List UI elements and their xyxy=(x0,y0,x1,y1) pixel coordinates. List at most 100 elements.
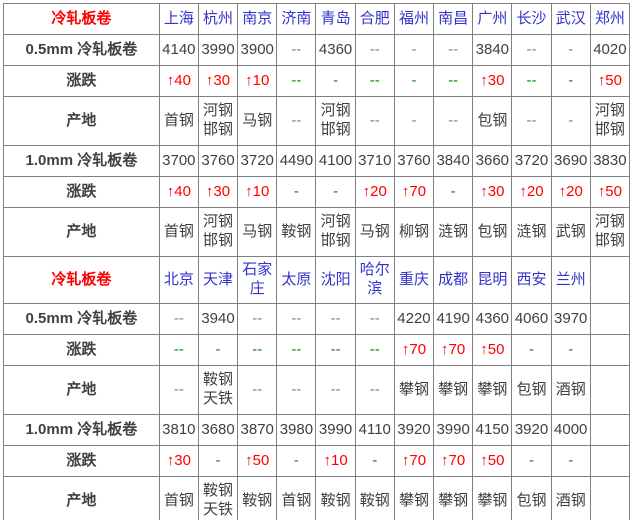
price-cell: -- xyxy=(315,303,356,335)
city-header-link[interactable]: 西安 xyxy=(511,256,552,304)
city-header-link[interactable]: 青岛 xyxy=(315,3,356,35)
change-cell: -- xyxy=(276,65,317,97)
origin-cell: 攀钢 xyxy=(433,476,474,520)
city-header-link[interactable]: 北京 xyxy=(158,256,199,304)
empty-cell xyxy=(589,365,631,415)
price-row: 0.5mm 冷轧板卷 -- 3940 -- -- -- -- 4220 4190 4360 4060… xyxy=(3,303,631,335)
change-row: 涨跌 ↑30- ↑50- ↑10- ↑70 ↑70 ↑50- - xyxy=(3,445,631,477)
price-cell: 3760 xyxy=(197,145,239,177)
city-header-link[interactable]: 郑州 xyxy=(589,3,631,35)
origin-cell: 攀钢 xyxy=(433,365,474,415)
city-header-link[interactable]: 南京 xyxy=(237,3,278,35)
price-cell: 3720 xyxy=(511,145,552,177)
change-cell: ↑40 xyxy=(158,65,199,97)
change-cell: - xyxy=(197,445,239,477)
origin-cell: 鞍钢天铁 xyxy=(197,365,239,415)
empty-cell xyxy=(589,445,631,477)
city-header-link[interactable]: 武汉 xyxy=(550,3,591,35)
city-header-link[interactable]: 合肥 xyxy=(354,3,395,35)
change-cell: - xyxy=(276,176,317,208)
price-cell: -- xyxy=(354,303,395,335)
row-label: 涨跌 xyxy=(3,445,160,477)
city-header-link[interactable]: 昆明 xyxy=(472,256,513,304)
city-header-link[interactable]: 兰州 xyxy=(550,256,591,304)
price-row: 1.0mm 冷轧板卷 3810 3680 3870 3980 3990 4110 3920 39… xyxy=(3,414,631,446)
change-cell: -- xyxy=(237,334,278,366)
city-header-link[interactable]: 成都 xyxy=(433,256,474,304)
change-cell: - xyxy=(511,445,552,477)
city-header-link[interactable]: 太原 xyxy=(276,256,317,304)
city-header-link[interactable]: 天津 xyxy=(197,256,239,304)
change-cell: -- xyxy=(354,65,395,97)
origin-cell: -- xyxy=(315,365,356,415)
origin-cell: 鞍钢 xyxy=(276,207,317,257)
origin-cell: 攀钢 xyxy=(472,365,513,415)
change-cell: - xyxy=(315,176,356,208)
change-cell: -- xyxy=(158,334,199,366)
price-cell: -- xyxy=(237,303,278,335)
row-label: 产地 xyxy=(3,207,160,257)
price-cell: 4140 xyxy=(158,34,199,66)
change-row: 涨跌 ↑40 ↑30 ↑10- - ↑20 ↑70- ↑30 ↑20 ↑20 ↑50 xyxy=(3,176,631,208)
price-cell: -- xyxy=(354,34,395,66)
city-header-link[interactable]: 福州 xyxy=(393,3,435,35)
change-cell: ↑50 xyxy=(237,445,278,477)
origin-cell: 河钢邯钢 xyxy=(197,207,239,257)
city-header-link[interactable]: 杭州 xyxy=(197,3,239,35)
origin-cell: - xyxy=(393,96,435,146)
change-cell: -- xyxy=(315,334,356,366)
empty-cell xyxy=(589,476,631,520)
origin-cell: 涟钢 xyxy=(433,207,474,257)
city-header-link[interactable]: 济南 xyxy=(276,3,317,35)
origin-cell: 包钢 xyxy=(472,96,513,146)
price-cell: -- xyxy=(433,34,474,66)
city-header-link[interactable]: 上海 xyxy=(158,3,199,35)
price-cell: 3760 xyxy=(393,145,435,177)
origin-cell: 攀钢 xyxy=(393,365,435,415)
city-header-link[interactable]: 重庆 xyxy=(393,256,435,304)
change-cell: -- xyxy=(433,65,474,97)
price-cell: -- xyxy=(276,303,317,335)
price-cell: 3990 xyxy=(197,34,239,66)
row-label: 涨跌 xyxy=(3,334,160,366)
price-cell: 3920 xyxy=(511,414,552,446)
price-cell: 3970 xyxy=(550,303,591,335)
price-cell: 4060 xyxy=(511,303,552,335)
change-cell: ↑20 xyxy=(550,176,591,208)
section-header-row: 冷轧板卷 北京 天津 石家庄 太原 沈阳 哈尔滨 重庆 成都 昆明 西安 兰州 xyxy=(3,256,631,304)
change-cell: ↑10 xyxy=(237,65,278,97)
origin-cell: 河钢邯钢 xyxy=(197,96,239,146)
price-cell: 3810 xyxy=(158,414,199,446)
price-cell: 3830 xyxy=(589,145,631,177)
city-header-link[interactable]: 长沙 xyxy=(511,3,552,35)
origin-cell: -- xyxy=(276,96,317,146)
price-cell: 4220 xyxy=(393,303,435,335)
change-cell: ↑20 xyxy=(354,176,395,208)
city-header-link[interactable]: 广州 xyxy=(472,3,513,35)
origin-cell: -- xyxy=(433,96,474,146)
price-cell: 3840 xyxy=(433,145,474,177)
origin-cell: 酒钢 xyxy=(550,365,591,415)
price-cell: -- xyxy=(276,34,317,66)
change-cell: ↑30 xyxy=(197,176,239,208)
price-cell: 4110 xyxy=(354,414,395,446)
city-header-link[interactable]: 石家庄 xyxy=(237,256,278,304)
change-cell: ↑30 xyxy=(158,445,199,477)
city-header-link[interactable]: 南昌 xyxy=(433,3,474,35)
change-cell: ↑50 xyxy=(589,65,631,97)
row-label: 1.0mm 冷轧板卷 xyxy=(3,145,160,177)
origin-cell: 包钢 xyxy=(511,476,552,520)
origin-cell: -- xyxy=(354,96,395,146)
change-cell: -- xyxy=(354,334,395,366)
change-cell: - xyxy=(276,445,317,477)
origin-cell: 攀钢 xyxy=(393,476,435,520)
price-cell: 3690 xyxy=(550,145,591,177)
origin-cell: 河钢邯钢 xyxy=(315,96,356,146)
row-label: 涨跌 xyxy=(3,176,160,208)
price-cell: 3700 xyxy=(158,145,199,177)
change-cell: - xyxy=(393,65,435,97)
city-header-link[interactable]: 哈尔滨 xyxy=(354,256,395,304)
city-header-link[interactable]: 沈阳 xyxy=(315,256,356,304)
origin-cell: 马钢 xyxy=(237,207,278,257)
